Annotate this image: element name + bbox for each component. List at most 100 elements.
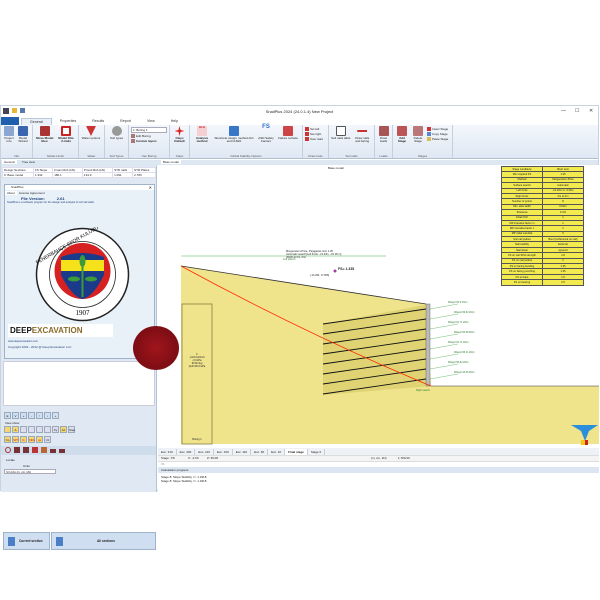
- remove-button[interactable]: -: [28, 412, 35, 419]
- move-model-elev-button[interactable]: Move Model Elev.: [35, 126, 55, 152]
- delete-stage-button[interactable]: Delete Stage: [411, 126, 425, 152]
- model-canvas[interactable]: Base model Stage conditions Short term Min…: [158, 165, 599, 448]
- add-stage-button[interactable]: Add Stage: [395, 126, 409, 152]
- view-toggle[interactable]: [44, 426, 51, 433]
- about-close-button[interactable]: ✕: [148, 185, 152, 190]
- edit-boring-button[interactable]: Edit Boring: [131, 134, 167, 138]
- stage-tab[interactable]: Exc. 31ft: [158, 448, 177, 455]
- current-section-button[interactable]: Current section: [3, 532, 50, 550]
- soil-types-button[interactable]: Soil types: [107, 126, 126, 152]
- tab-about[interactable]: About: [5, 191, 17, 195]
- view-toggle[interactable]: [28, 426, 35, 433]
- soil-nail[interactable]: [322, 358, 427, 375]
- draw-nails-button[interactable]: Draw nails and facing: [353, 126, 373, 152]
- project-info-button[interactable]: Project Info: [3, 126, 15, 152]
- table-row[interactable]: 0: Base model 1.332 180.1 134.9 1.091 2.783: [2, 172, 156, 178]
- stage-tab[interactable]: Exc. 1ft: [268, 448, 286, 455]
- nail-force-label: Rhapp=61.71 kN/m: [448, 321, 469, 324]
- labels-toggle[interactable]: A: [12, 426, 19, 433]
- file-menu-button[interactable]: [1, 117, 19, 125]
- set-left-button[interactable]: Set left: [305, 127, 323, 131]
- view-button[interactable]: V: [12, 412, 19, 419]
- stage-tab[interactable]: Exc. 11ft: [233, 448, 252, 455]
- qs-toggle[interactable]: qs: [36, 436, 43, 443]
- boring-select[interactable]: 1: Boring 1: [131, 127, 167, 133]
- close-button[interactable]: ✕: [589, 108, 594, 114]
- move-up-button[interactable]: ↑: [36, 412, 43, 419]
- command-line[interactable]: >>: [158, 461, 599, 467]
- mrs-toggle[interactable]: MRs: [28, 436, 36, 443]
- walls-toggle[interactable]: [4, 426, 11, 433]
- slip-center-marker: [333, 269, 337, 273]
- maximize-button[interactable]: ☐: [575, 108, 580, 114]
- asd-safety-factors-button[interactable]: FS ASD Safety Factors: [258, 124, 274, 144]
- save-icon[interactable]: [20, 108, 25, 113]
- wall-facing[interactable]: [425, 303, 431, 387]
- tool-icon[interactable]: [41, 447, 47, 453]
- soil-nail[interactable]: [322, 338, 427, 355]
- soil-nail[interactable]: [322, 328, 427, 345]
- open-icon[interactable]: [12, 108, 17, 113]
- tool-icon[interactable]: [32, 447, 38, 453]
- soil-nail[interactable]: [322, 378, 427, 395]
- tab-general-panel[interactable]: General: [2, 160, 17, 164]
- tab-general[interactable]: General: [21, 118, 52, 125]
- soil-nail[interactable]: [322, 368, 427, 385]
- tab-report[interactable]: Report: [120, 119, 131, 123]
- tab-properties[interactable]: Properties: [59, 119, 77, 123]
- all-sections-button[interactable]: All sections: [51, 532, 156, 550]
- tool-icon[interactable]: [14, 447, 20, 453]
- soil-nails-table-button[interactable]: Soil nails table: [331, 126, 351, 152]
- units-select[interactable]: SI Units (m, cm, kN): [4, 469, 56, 474]
- expand-button[interactable]: E: [4, 412, 11, 419]
- move-down-button[interactable]: ↓: [44, 412, 51, 419]
- step-toggle[interactable]: Step: [68, 426, 76, 433]
- failure-surface-button[interactable]: Failure surface: [278, 126, 298, 152]
- tab-help[interactable]: Help: [170, 119, 179, 123]
- soil-nail[interactable]: [322, 318, 427, 335]
- add-item-button[interactable]: +: [52, 412, 59, 419]
- stage-tab[interactable]: Stage 0: [308, 448, 326, 455]
- tab-view[interactable]: View: [146, 119, 155, 123]
- view-toggle[interactable]: [36, 426, 43, 433]
- target-icon[interactable]: [5, 447, 11, 453]
- fs-toggle[interactable]: fs: [20, 436, 27, 443]
- stage-tab[interactable]: Exc. 16ft: [214, 448, 233, 455]
- tab-tree-view[interactable]: Tree view: [22, 160, 35, 164]
- model-dim-button[interactable]: Model Dim. /Limits: [57, 126, 77, 152]
- clays-default-button[interactable]: Clays Default: [172, 126, 187, 152]
- copy-stage-button[interactable]: Copy Stage: [427, 132, 448, 136]
- tab-results[interactable]: Results: [92, 119, 105, 123]
- boring-column[interactable]: [181, 303, 213, 445]
- soil-nail[interactable]: [322, 308, 427, 325]
- paste-stage-button[interactable]: Paste Stage: [427, 137, 448, 141]
- ac-toggle[interactable]: Ac: [60, 426, 67, 433]
- analysis-method-button[interactable]: GLE Analysis method: [195, 125, 209, 144]
- stage-tab[interactable]: Final stage: [285, 448, 308, 455]
- stage-tab[interactable]: Exc. 26ft: [177, 448, 196, 455]
- uz-toggle[interactable]: Uz: [44, 436, 51, 443]
- shotcrete-design-button[interactable]: Shotcrete design method ACI and FHWA: [214, 126, 254, 152]
- view-toggle[interactable]: [20, 426, 27, 433]
- tool-icon[interactable]: [23, 447, 29, 453]
- tool-icon[interactable]: [50, 449, 56, 453]
- website-link[interactable]: www.deepexcavation.com: [8, 340, 38, 343]
- water-options-button[interactable]: Water options: [81, 126, 101, 152]
- stage-tab[interactable]: Exc. 21ft: [195, 448, 215, 455]
- tab-license[interactable]: License Agreement: [18, 191, 45, 195]
- soil-nail[interactable]: [322, 348, 427, 365]
- stage-tab[interactable]: Exc. 6ft: [251, 448, 269, 455]
- custom-layers-button[interactable]: Custom layers: [131, 139, 167, 143]
- user-start-button[interactable]: User start: [305, 137, 323, 141]
- set-right-button[interactable]: Set right: [305, 132, 323, 136]
- minimize-button[interactable]: —: [561, 108, 566, 114]
- draw-loads-button[interactable]: Draw loads: [377, 126, 390, 152]
- spt-toggle[interactable]: SPT: [12, 436, 19, 443]
- tab-base-model[interactable]: Base model: [161, 160, 181, 164]
- tool-icon[interactable]: [59, 449, 65, 453]
- coordinates-toggle[interactable]: Xy: [52, 426, 59, 433]
- model-wizard-button[interactable]: Model Wizard: [17, 126, 29, 152]
- insert-stage-button[interactable]: Insert Stage: [427, 127, 448, 131]
- cp-toggle[interactable]: Cp: [4, 436, 11, 443]
- add-button[interactable]: +: [20, 412, 27, 419]
